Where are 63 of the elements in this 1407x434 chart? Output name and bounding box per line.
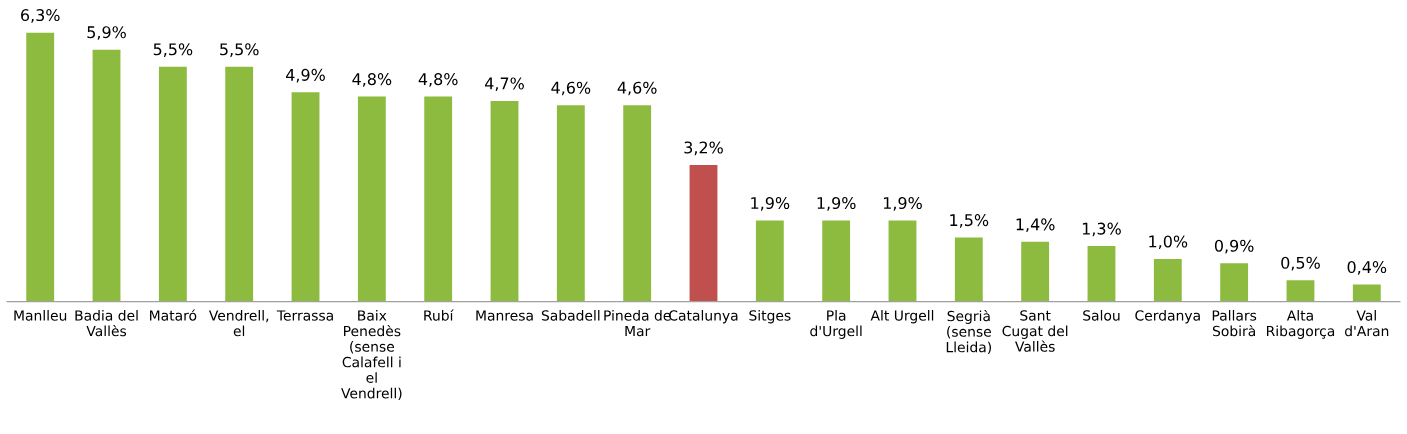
x-tick-label: Alt Urgell xyxy=(870,309,934,324)
bar xyxy=(424,96,453,302)
x-tick-label: Pineda de Mar xyxy=(604,309,671,337)
x-tick-label: Rubí xyxy=(424,309,454,321)
data-label: 0,9% xyxy=(1214,239,1254,254)
x-tick-label: Mataró xyxy=(150,309,197,321)
data-label: 5,9% xyxy=(87,26,126,40)
x-tick-label: Alta Ribagorça xyxy=(1266,309,1335,339)
data-label: 4,7% xyxy=(485,77,524,92)
data-label: 3,2% xyxy=(684,141,723,156)
bar xyxy=(689,164,718,302)
data-label: 1,9% xyxy=(751,196,790,211)
data-label: 4,6% xyxy=(551,81,591,96)
bar xyxy=(623,105,652,302)
bar xyxy=(1021,241,1050,302)
x-tick-label: Manresa xyxy=(476,310,533,321)
bar xyxy=(556,105,585,302)
bar xyxy=(26,32,55,302)
x-tick-label: Terrassa xyxy=(276,310,333,321)
bar xyxy=(1153,258,1182,302)
x-tick-label: Sitges xyxy=(749,309,791,324)
x-tick-label: Baix Penedès (sense Calafell i el Vendrell) xyxy=(341,309,402,401)
bar xyxy=(954,237,983,302)
x-tick-label: Pallars Sobirà xyxy=(1212,309,1257,337)
data-label: 1,0% xyxy=(1149,235,1188,250)
data-label: 4,8% xyxy=(418,73,458,87)
data-label: 0,5% xyxy=(1281,256,1320,271)
data-label: 1,3% xyxy=(1082,222,1121,237)
x-tick-label: Segrià (sense Lleida) xyxy=(946,309,991,355)
data-label: 5,5% xyxy=(153,43,193,57)
x-tick-label: Manlleu xyxy=(14,309,67,321)
data-label: 0,4% xyxy=(1347,261,1387,275)
x-tick-label: Val d'Aran xyxy=(1344,309,1389,337)
bar xyxy=(1352,284,1381,302)
bar xyxy=(1220,263,1249,302)
data-label: 1,5% xyxy=(950,214,989,228)
data-label: 6,3% xyxy=(21,9,60,23)
bar xyxy=(822,220,851,302)
bar xyxy=(490,100,519,302)
bar xyxy=(1286,280,1315,302)
x-tick-label: Catalunya xyxy=(669,309,738,324)
data-label: 4,9% xyxy=(286,68,325,83)
data-label: 1,9% xyxy=(817,196,856,211)
x-tick-label: Salou xyxy=(1083,309,1120,321)
data-label: 4,6% xyxy=(617,81,657,96)
bar xyxy=(755,220,784,302)
x-tick-label: Cerdanya xyxy=(1135,309,1200,324)
bar xyxy=(1087,246,1116,302)
bar xyxy=(291,92,320,302)
data-label: 4,8% xyxy=(352,73,392,87)
data-label: 1,4% xyxy=(1016,218,1055,233)
bar xyxy=(225,66,254,302)
data-label: 5,5% xyxy=(220,43,259,57)
bar xyxy=(888,220,917,302)
data-label: 1,9% xyxy=(883,196,922,211)
bar xyxy=(158,66,187,302)
x-tick-label: Pla d'Urgell xyxy=(810,309,862,339)
x-tick-label: Sant Cugat del Vallès xyxy=(1002,310,1068,352)
x-tick-label: Sabadell xyxy=(541,309,600,321)
x-tick-label: Vendrell, el xyxy=(208,309,269,337)
x-tick-label: Badia del Vallès xyxy=(75,309,138,337)
bar xyxy=(357,96,386,302)
bar xyxy=(92,49,121,302)
